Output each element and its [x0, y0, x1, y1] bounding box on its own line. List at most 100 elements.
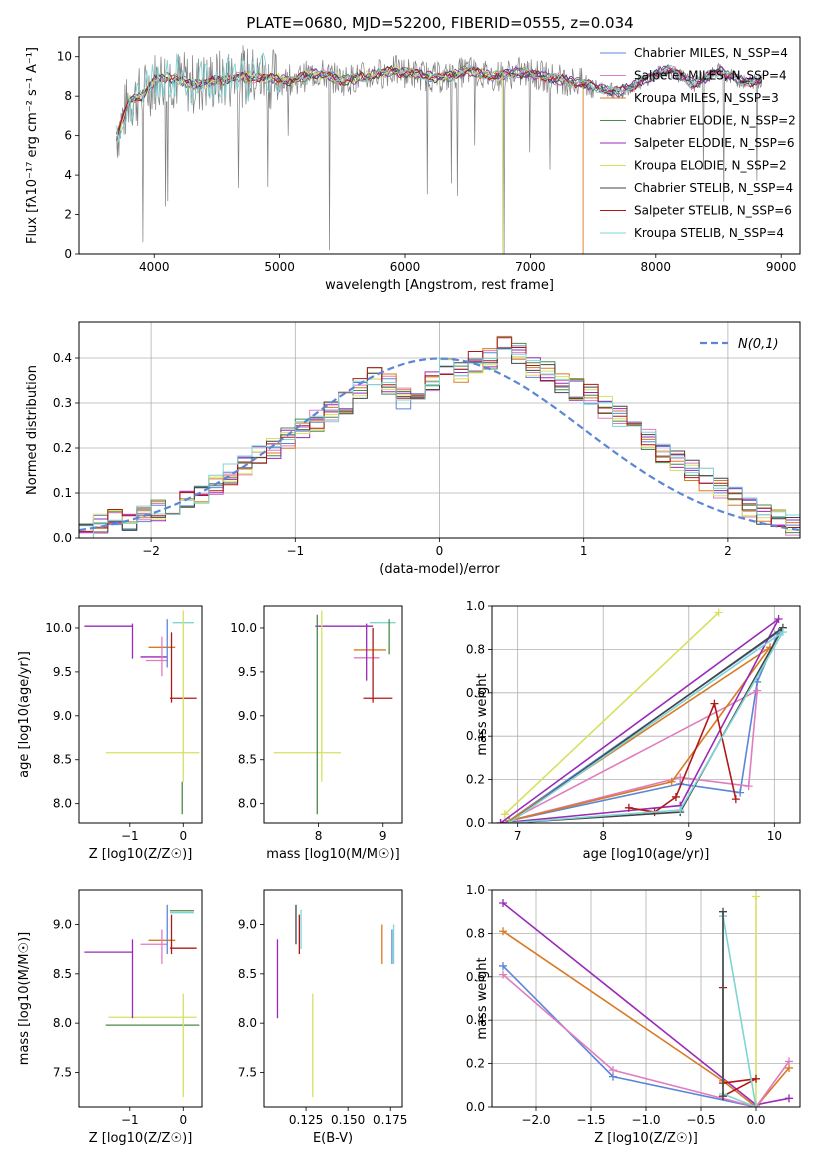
- y-tick-label: 8.5: [53, 967, 72, 981]
- weight-marker: [499, 970, 507, 979]
- z-mass-panel: −1 0 7.5 8.0 8.5 9.0 Z [log10(Z/Z☉)] mass [log1…: [17, 889, 203, 1146]
- x-tick-label: 8: [599, 829, 607, 843]
- x-axis-label: mass [log10(M/M☉)]: [266, 847, 399, 862]
- histogram-step-kroupa-stelib: [79, 348, 800, 538]
- x-tick-label: −2: [142, 544, 160, 558]
- weight-line-kroupa-stelib: [508, 631, 784, 823]
- y-tick-label: 1.0: [466, 883, 485, 897]
- y-tick-label: 0.0: [466, 816, 485, 830]
- x-axis-label: Z [log10(Z/Z☉)]: [594, 1131, 698, 1146]
- x-tick-label: 7: [514, 829, 522, 843]
- y-axis-label: Flux [fλ10⁻¹⁷ erg cm⁻² s⁻¹ A⁻¹]: [25, 47, 40, 244]
- weight-marker: [499, 961, 507, 970]
- weight-marker: [719, 1092, 727, 1101]
- weight-marker: [736, 788, 745, 797]
- y-tick-label: 10: [57, 50, 72, 64]
- x-tick-label: 8000: [641, 260, 672, 274]
- y-tick-label: 9.5: [53, 665, 72, 679]
- weight-marker: [752, 892, 760, 901]
- y-tick-label: 4: [64, 168, 72, 182]
- plot-area: [79, 335, 800, 538]
- y-tick-label: 0.2: [466, 1057, 485, 1071]
- x-tick-label: −2.0: [521, 1113, 550, 1127]
- x-tick-label: 10: [767, 829, 782, 843]
- weight-marker: [499, 927, 507, 936]
- legend-label: Salpeter MILES, N_SSP=4: [634, 69, 787, 83]
- x-tick-label: −1.0: [631, 1113, 660, 1127]
- y-axis-label: Normed distribution: [25, 365, 40, 495]
- model-line-chabrier-stelib: [116, 64, 763, 141]
- axes-frame: [78, 605, 203, 824]
- y-axis-label: age [log10(age/yr)]: [17, 651, 32, 778]
- y-tick-label: 6: [64, 129, 72, 143]
- weight-marker: [719, 907, 727, 916]
- weight-marker: [752, 1074, 760, 1083]
- weight-marker: [505, 819, 514, 823]
- y-tick-label: 9.0: [238, 918, 257, 932]
- legend-label: Kroupa ELODIE, N_SSP=2: [634, 159, 787, 173]
- y-tick-label: 8.5: [238, 967, 257, 981]
- x-tick-label: 0: [436, 544, 444, 558]
- x-tick-label: 8: [315, 829, 323, 843]
- x-axis-label: age [log10(age/yr)]: [583, 847, 710, 862]
- y-tick-label: 0.6: [466, 970, 485, 984]
- weight-marker: [774, 615, 783, 624]
- weight-marker: [731, 795, 740, 804]
- axes-frame: [78, 36, 801, 255]
- model-line-kroupa-stelib: [116, 51, 763, 142]
- x-tick-label: −1.5: [576, 1113, 605, 1127]
- weight-marker: [778, 628, 787, 637]
- x-tick-label: 9: [379, 829, 387, 843]
- y-tick-label: 0.6: [466, 686, 485, 700]
- y-axis-label: mass [log10(M/M☉)]: [17, 932, 32, 1065]
- mass-age-panel: 8 9 8.0 8.5 9.0 9.5 10.0 mass [log10(M/M☉)]: [230, 605, 403, 862]
- y-tick-label: 8: [64, 89, 72, 103]
- x-axis-label: Z [log10(Z/Z☉)]: [89, 847, 193, 862]
- weight-marker: [676, 773, 685, 782]
- residual-histogram-panel: −2 −1 0 1 2 0.0 0.1 0.2 0.3 0.4 (data-model)/error…: [25, 321, 801, 577]
- y-tick-label: 1.0: [466, 599, 485, 613]
- x-axis-label: (data-model)/error: [379, 562, 500, 577]
- y-tick-label: 8.0: [53, 1016, 72, 1030]
- legend-label: Chabrier STELIB, N_SSP=4: [634, 181, 793, 195]
- y-tick-label: 0.4: [53, 351, 72, 365]
- z-massweight-panel: −2.0 −1.5 −1.0 −0.5 0.0 0.0 0.2 0.4 0.6 0.8 1.0 Z […: [466, 883, 801, 1146]
- x-axis-label: E(B-V): [313, 1131, 353, 1146]
- x-tick-label: 0: [179, 1113, 187, 1127]
- x-tick-label: 9000: [766, 260, 797, 274]
- weight-marker: [753, 686, 762, 695]
- y-tick-label: 0: [64, 247, 72, 261]
- plot-area: [273, 610, 396, 815]
- x-tick-label: 4000: [139, 260, 170, 274]
- weight-marker: [676, 805, 685, 814]
- x-tick-label: −1: [121, 1113, 139, 1127]
- weight-line-chabrier-miles: [502, 965, 757, 1107]
- weight-marker: [710, 699, 719, 708]
- x-tick-label: 0.125: [289, 1113, 323, 1127]
- y-tick-label: 0.0: [53, 531, 72, 545]
- legend-label: Salpeter ELODIE, N_SSP=6: [634, 136, 795, 150]
- x-tick-label: 2: [724, 544, 732, 558]
- weight-marker: [667, 777, 676, 786]
- ebv-mass-panel: 0.125 0.150 0.175 7.5 8.0 8.5 9.0 E(B-V): [238, 889, 407, 1146]
- y-tick-label: 10.0: [45, 621, 72, 635]
- plot-area: [116, 45, 763, 254]
- x-tick-label: 0.150: [331, 1113, 365, 1127]
- weight-marker: [500, 810, 509, 819]
- weight-line-salpeter-miles: [508, 689, 759, 822]
- weight-marker: [609, 1066, 617, 1075]
- weight-marker: [499, 899, 507, 908]
- plot-area: [84, 904, 200, 1098]
- figure-title: PLATE=0680, MJD=52200, FIBERID=0555, z=0…: [246, 14, 633, 32]
- y-tick-label: 9.0: [53, 918, 72, 932]
- x-tick-label: −1: [286, 544, 304, 558]
- axes-frame: [263, 605, 403, 824]
- y-tick-label: 10.0: [230, 621, 257, 635]
- axes-frame: [491, 605, 801, 824]
- y-tick-label: 8.5: [53, 753, 72, 767]
- plot-area: [496, 608, 787, 823]
- y-tick-label: 0.3: [53, 396, 72, 410]
- legend-label: Kroupa STELIB, N_SSP=4: [634, 226, 784, 240]
- weight-marker: [744, 782, 753, 791]
